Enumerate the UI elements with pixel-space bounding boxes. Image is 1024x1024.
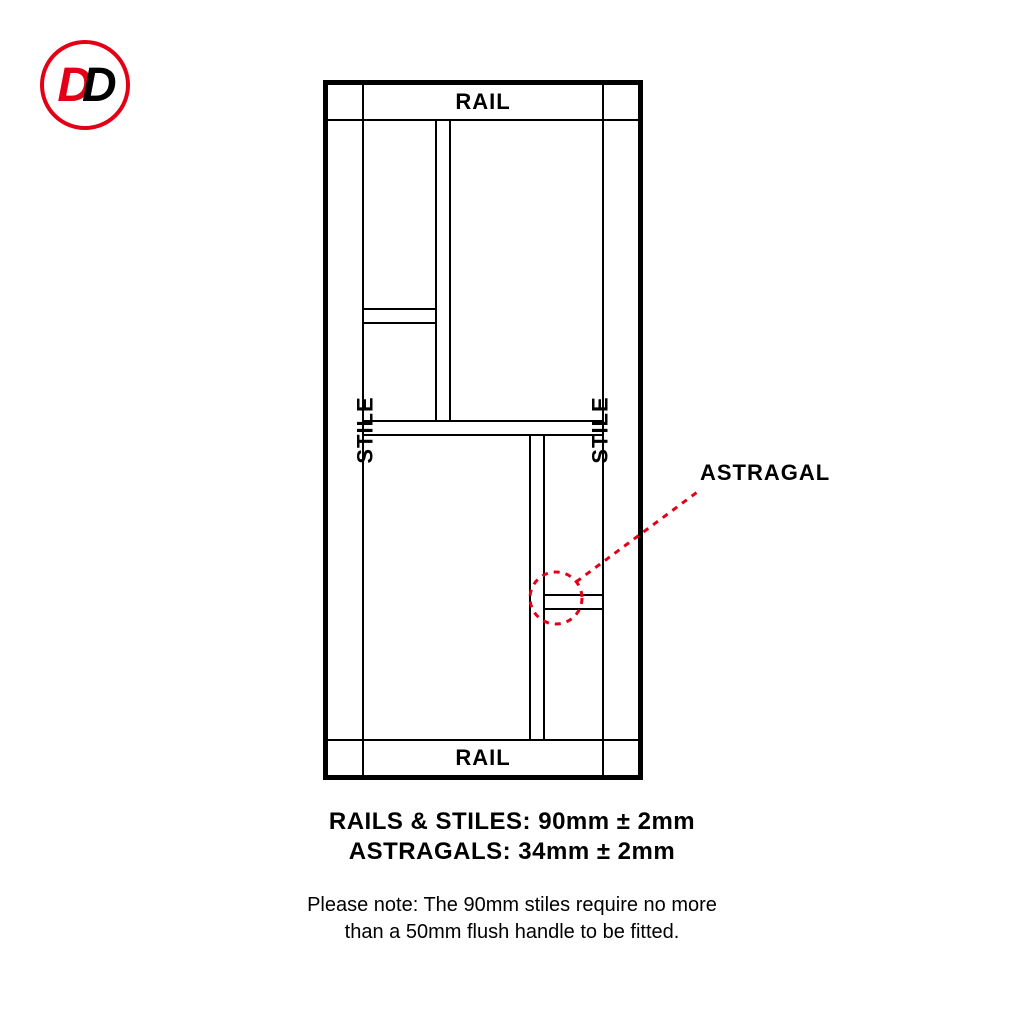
rail-bottom-label: RAIL (328, 745, 638, 771)
door-diagram: RAIL RAIL STILE STILE (323, 80, 643, 780)
caption-block: RAILS & STILES: 90mm ± 2mm ASTRAGALS: 34… (0, 808, 1024, 946)
caption-note-line1: Please note: The 90mm stiles require no … (307, 894, 717, 916)
caption-note: Please note: The 90mm stiles require no … (0, 892, 1024, 946)
brand-logo: D D (40, 40, 130, 130)
caption-note-line2: than a 50mm flush handle to be fitted. (345, 921, 680, 943)
rail-top-label: RAIL (328, 89, 638, 115)
caption-astragals: ASTRAGALS: 34mm ± 2mm (0, 838, 1024, 866)
rail-bottom-edge (328, 739, 638, 741)
caption-rails-stiles: RAILS & STILES: 90mm ± 2mm (0, 808, 1024, 836)
logo-letter-black: D (82, 58, 113, 113)
astragal-callout-label: ASTRAGAL (700, 460, 830, 486)
astragal-grid (364, 121, 602, 739)
page: D D RAIL RAIL STILE STILE (0, 0, 1024, 1024)
